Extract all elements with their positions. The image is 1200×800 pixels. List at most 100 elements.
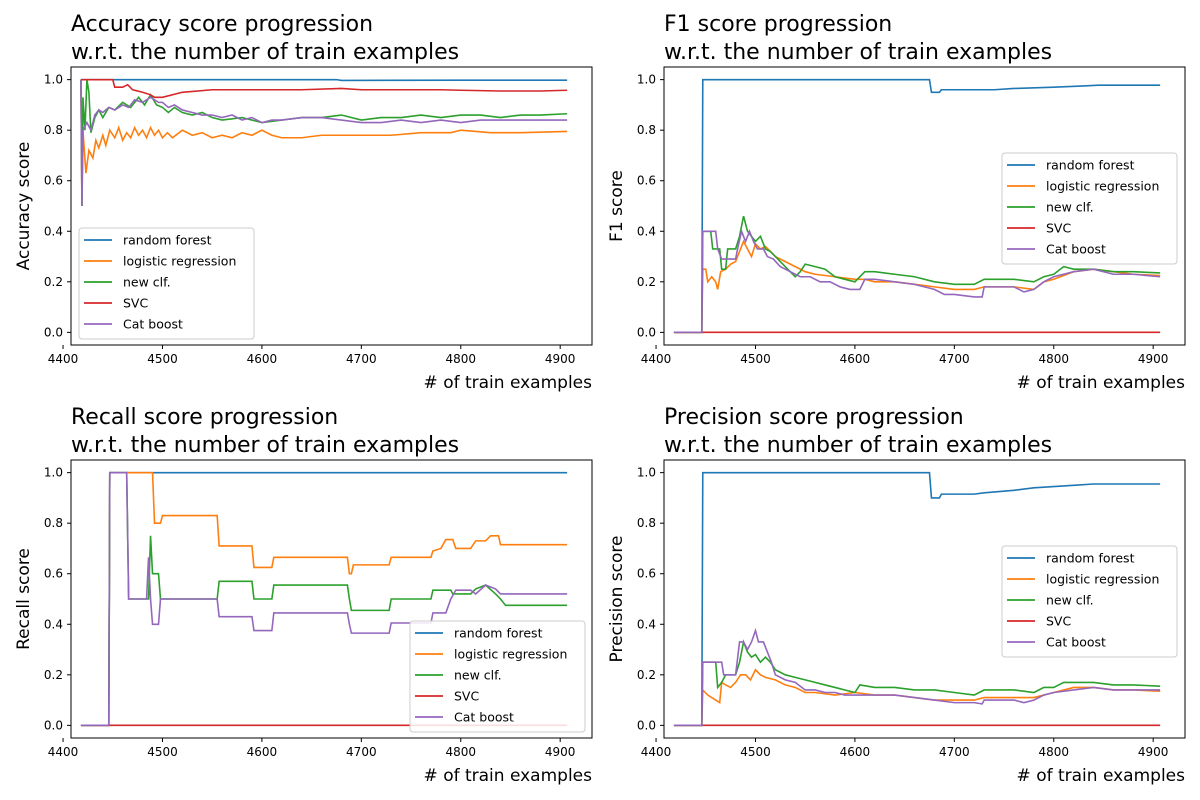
y-tick-label: 0.2 [44,668,63,682]
chart-title-line: Recall score progression [71,405,339,430]
chart-subtitle-line: w.r.t. the number of train examples [664,433,1053,458]
y-tick-label: 0.6 [44,567,63,581]
x-tick-label: 4900 [1138,745,1169,759]
x-axis-label: # of train examples [424,373,593,393]
legend-label-new-clf: new clf. [1046,200,1094,215]
y-tick-label: 1.0 [44,73,63,87]
legend-label-cat-boost: Cat boost [1046,242,1106,257]
legend-label-random-forest: random forest [454,626,543,641]
legend: random forest logistic regression new clf.… [78,227,255,340]
y-axis-label: Precision score [607,536,627,663]
x-tick-label: 4600 [840,745,871,759]
x-tick-label: 4700 [939,745,970,759]
x-tick-label: 4600 [247,745,278,759]
x-tick-label: 4400 [48,745,79,759]
x-tick-label: 4700 [346,352,377,366]
x-tick-label: 4800 [1038,352,1069,366]
series-group [673,78,1161,334]
axes-frame [70,459,593,739]
series-line-cat-boost [80,79,568,207]
y-axis-label: F1 score [607,170,627,242]
chart-panel: 4400 4500 4600 4700 4800 4900 0.0 0.2 0.4 0.6 0.8 1… [607,66,1186,393]
x-tick-label: 4500 [740,352,771,366]
x-tick-label: 4400 [641,352,672,366]
y-tick-label: 0.8 [44,516,63,530]
legend-label-random-forest: random forest [1046,551,1135,566]
y-tick-label: 0.0 [637,325,656,339]
series-line-logistic-regression [80,471,568,727]
legend-box [1001,545,1178,658]
chart-panel: 4400 4500 4600 4700 4800 4900 0.0 0.2 0.4 0.6 0.8 1… [14,66,593,393]
chart-title-line: Accuracy score progression [71,12,374,37]
legend: random forest logistic regression new clf.… [1001,545,1178,658]
chart-subtitle-line: w.r.t. the number of train examples [71,433,460,458]
series-line-new-clf [673,215,1161,334]
y-tick-label: 0.2 [637,668,656,682]
series-line-random-forest [80,78,568,82]
y-tick-label: 0.8 [637,123,656,137]
series-group [673,471,1161,727]
chart-panel: 4400 4500 4600 4700 4800 4900 0.0 0.2 0.4 0.6 0.8 1… [14,459,593,786]
legend-label-random-forest: random forest [123,233,212,248]
axes-frame [663,66,1186,346]
x-tick-label: 4600 [247,352,278,366]
series-line-logistic-regression [673,239,1161,334]
legend-box [409,620,586,733]
legend-label-cat-boost: Cat boost [123,317,183,332]
series-line-random-forest [673,471,1161,727]
x-axis-label: # of train examples [1017,766,1186,786]
y-tick-label: 1.0 [637,466,656,480]
y-axis-label: Recall score [14,548,34,650]
x-tick-label: 4400 [48,352,79,366]
legend-label-svc: SVC [454,689,479,704]
chart-title-line: F1 score progression [664,12,893,37]
series-line-new-clf [80,471,568,727]
series-group [80,471,568,727]
x-tick-label: 4500 [740,745,771,759]
legend-label-logistic-regression: logistic regression [1046,572,1159,587]
y-tick-label: 0.4 [44,224,63,238]
x-tick-label: 4400 [641,745,672,759]
x-tick-label: 4700 [939,352,970,366]
legend-label-new-clf: new clf. [454,668,502,683]
y-tick-label: 0.4 [44,617,63,631]
y-tick-label: 0.0 [44,325,63,339]
chart-title-f1: F1 score progression w.r.t. the number o… [664,11,1052,67]
y-tick-label: 0.6 [637,567,656,581]
chart-panel: 4400 4500 4600 4700 4800 4900 0.0 0.2 0.4 0.6 0.8 1… [607,459,1186,786]
axes-frame [663,459,1186,739]
y-axis-label: Accuracy score [14,142,34,271]
series-line-logistic-regression [80,79,568,207]
chart-title-line: Precision score progression [664,405,964,430]
series-line-cat-boost [673,228,1161,334]
x-tick-label: 4900 [1138,352,1169,366]
legend-box [1001,152,1178,265]
legend-label-logistic-regression: logistic regression [454,647,567,662]
axes-frame [70,66,593,346]
legend-label-cat-boost: Cat boost [1046,635,1106,650]
legend-label-logistic-regression: logistic regression [1046,179,1159,194]
x-tick-label: 4600 [840,352,871,366]
y-tick-label: 0.8 [637,516,656,530]
legend-label-new-clf: new clf. [123,275,171,290]
legend-label-logistic-regression: logistic regression [123,254,236,269]
series-group [80,78,568,207]
y-tick-label: 0.2 [44,275,63,289]
legend-label-random-forest: random forest [1046,158,1135,173]
legend-label-cat-boost: Cat boost [454,710,514,725]
series-line-cat-boost [673,627,1161,727]
y-tick-label: 1.0 [44,466,63,480]
x-axis-label: # of train examples [1017,373,1186,393]
y-tick-label: 0.0 [44,718,63,732]
x-tick-label: 4900 [545,352,576,366]
chart-title-recall: Recall score progression w.r.t. the numb… [71,404,459,460]
x-tick-label: 4800 [445,745,476,759]
legend-label-svc: SVC [1046,221,1071,236]
y-tick-label: 0.4 [637,617,656,631]
series-line-random-forest [673,78,1161,334]
y-tick-label: 0.2 [637,275,656,289]
x-axis-label: # of train examples [424,766,593,786]
series-line-cat-boost [80,471,568,727]
x-tick-label: 4900 [545,745,576,759]
